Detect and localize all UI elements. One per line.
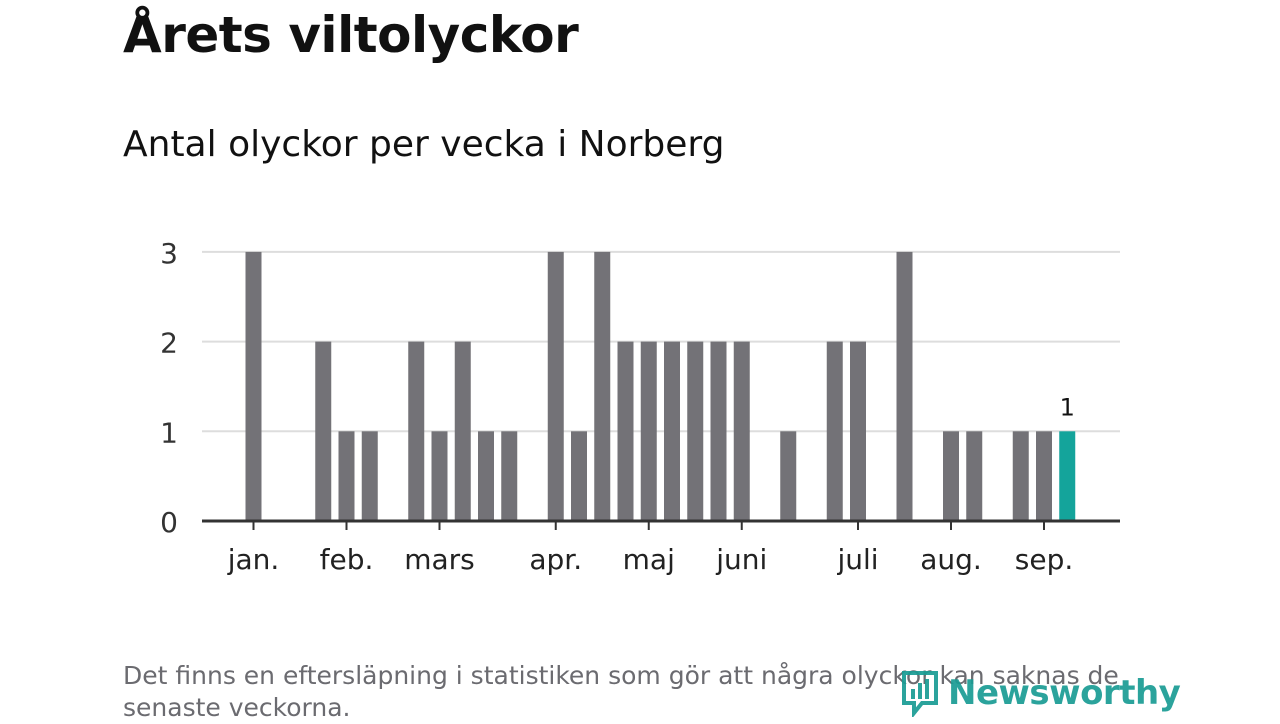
bar — [478, 431, 494, 521]
x-tick-label: sep. — [1015, 543, 1074, 576]
footnote: Det finns en eftersläpning i statistiken… — [123, 661, 1119, 722]
bar — [687, 341, 704, 521]
bar — [733, 341, 750, 521]
chart-title: Årets viltolyckor — [123, 6, 579, 64]
bar — [710, 341, 727, 521]
x-tick-label: jan. — [227, 543, 280, 576]
highlighted-bar — [1059, 431, 1076, 521]
bar — [850, 341, 866, 521]
bar — [966, 431, 983, 521]
y-tick-label: 1 — [160, 416, 178, 449]
x-tick-label: feb. — [320, 543, 374, 576]
x-tick-label: juni — [715, 543, 767, 576]
bar-chart: 0 1 2 3 1 jan. feb. mars apr. maj juni juli aug. sep. — [160, 237, 1120, 576]
bar — [338, 431, 355, 521]
x-tick-label: aug. — [920, 543, 982, 576]
bar — [501, 431, 518, 521]
bar — [315, 341, 332, 521]
bar — [408, 341, 425, 521]
bar — [1012, 431, 1029, 521]
bar — [780, 431, 797, 521]
data-label: 1 — [1060, 393, 1075, 421]
newsworthy-logo-text: Newsworthy — [948, 673, 1181, 713]
bar — [826, 341, 843, 521]
bar — [245, 251, 262, 521]
x-tick-label: apr. — [529, 543, 582, 576]
bar — [571, 431, 587, 521]
bar — [431, 431, 448, 521]
bar — [1036, 431, 1052, 521]
bar — [594, 251, 611, 521]
newsworthy-logo: Newsworthy — [900, 668, 1181, 718]
bar — [664, 341, 680, 521]
bar — [617, 341, 634, 521]
bar — [547, 251, 564, 521]
bar — [454, 341, 471, 521]
x-tick-label: maj — [623, 543, 675, 576]
newsworthy-logo-icon — [902, 671, 938, 717]
x-tick-label: mars — [404, 543, 475, 576]
y-tick-label: 2 — [160, 327, 178, 360]
bar — [361, 431, 378, 521]
y-tick-label: 0 — [160, 506, 178, 539]
bar — [896, 251, 913, 521]
bar — [943, 431, 959, 521]
y-tick-label: 3 — [160, 237, 178, 270]
bar — [640, 341, 657, 521]
x-tick-label: juli — [836, 543, 878, 576]
chart-subtitle: Antal olyckor per vecka i Norberg — [123, 124, 725, 165]
